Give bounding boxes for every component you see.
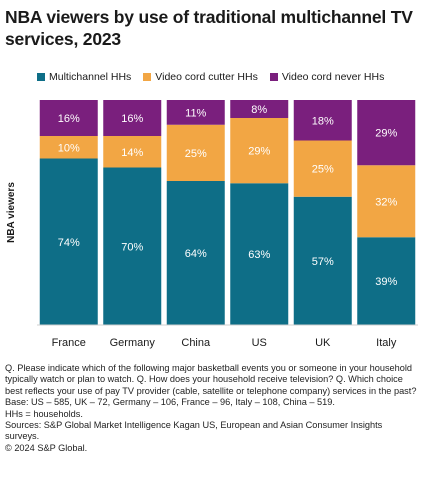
legend-item-cord-never: Video cord never HHs xyxy=(269,71,385,83)
note-base: Base: US – 585, UK – 72, Germany – 106, … xyxy=(5,397,335,408)
data-label: 25% xyxy=(185,148,207,160)
legend-item-multichannel: Multichannel HHs xyxy=(37,71,131,83)
chart-legend: Multichannel HHs Video cord cutter HHs V… xyxy=(37,71,384,83)
bar-segment-cord-cutter xyxy=(39,136,98,159)
data-label: 63% xyxy=(248,249,270,261)
chart-notes: Q. Please indicate which of the followin… xyxy=(5,363,417,454)
chart-title: NBA viewers by use of traditional multic… xyxy=(5,7,413,49)
bar-segment-multichannel xyxy=(230,183,289,325)
data-label: 64% xyxy=(185,248,207,260)
x-tick-label: China xyxy=(181,337,211,349)
note-sources: Sources: S&P Global Market Intelligence … xyxy=(5,420,383,442)
x-tick-label: Germany xyxy=(110,337,156,349)
bar-segment-cord-never xyxy=(103,100,162,136)
x-tick-label: UK xyxy=(315,337,331,349)
bar-segment-cord-cutter xyxy=(357,165,416,238)
bar-segment-cord-never xyxy=(166,100,225,125)
bar-segment-multichannel xyxy=(293,196,352,325)
data-label: 32% xyxy=(375,196,397,208)
data-label: 39% xyxy=(375,276,397,288)
bar-segment-cord-never xyxy=(293,100,352,141)
y-axis-label: NBA viewers xyxy=(6,182,17,243)
data-label: 16% xyxy=(121,113,143,125)
data-label: 29% xyxy=(248,146,270,158)
note-copyright: © 2024 S&P Global. xyxy=(5,442,88,453)
bar-segment-multichannel xyxy=(166,181,225,325)
data-label: 29% xyxy=(375,128,397,140)
note-question: Q. Please indicate which of the followin… xyxy=(5,363,417,396)
legend-label-multichannel: Multichannel HHs xyxy=(49,71,132,83)
data-label: 16% xyxy=(58,113,80,125)
note-hhs: HHs = households. xyxy=(5,408,83,419)
legend-label-cord-never: Video cord never HHs xyxy=(281,71,385,83)
data-label: 25% xyxy=(312,164,334,176)
data-label: 74% xyxy=(58,237,80,249)
legend-item-cord-cutter: Video cord cutter HHs xyxy=(143,71,258,83)
bar-segment-cord-cutter xyxy=(293,140,352,197)
data-label: 14% xyxy=(121,147,143,159)
bar-segment-multichannel xyxy=(357,237,416,325)
legend-swatch-cord-never xyxy=(269,73,278,81)
data-label: 57% xyxy=(312,256,334,268)
legend-swatch-cord-cutter xyxy=(143,73,152,81)
legend-swatch-multichannel xyxy=(37,73,45,81)
bar-segment-cord-cutter xyxy=(166,124,225,181)
stacked-bar-chart: 74% 10% 16% France 70% 14% 16% Germany 64% 25% 11%… xyxy=(6,100,418,349)
x-tick-label: US xyxy=(252,337,267,349)
data-label: 10% xyxy=(58,142,80,154)
bar-segment-cord-cutter xyxy=(103,136,162,168)
bar-segment-cord-never xyxy=(357,100,416,166)
bar-segment-cord-cutter xyxy=(230,118,289,184)
bar-segment-multichannel xyxy=(103,167,162,325)
bar-segment-cord-never xyxy=(230,100,289,118)
x-tick-label: Italy xyxy=(376,337,397,349)
x-tick-label: France xyxy=(52,337,86,349)
data-label: 70% xyxy=(121,241,143,253)
data-label: 18% xyxy=(312,115,334,127)
data-label: 8% xyxy=(251,104,267,116)
data-label: 11% xyxy=(185,107,206,119)
bar-segment-multichannel xyxy=(39,158,98,325)
legend-label-cord-cutter: Video cord cutter HHs xyxy=(155,71,258,83)
bar-segment-cord-never xyxy=(39,100,98,136)
